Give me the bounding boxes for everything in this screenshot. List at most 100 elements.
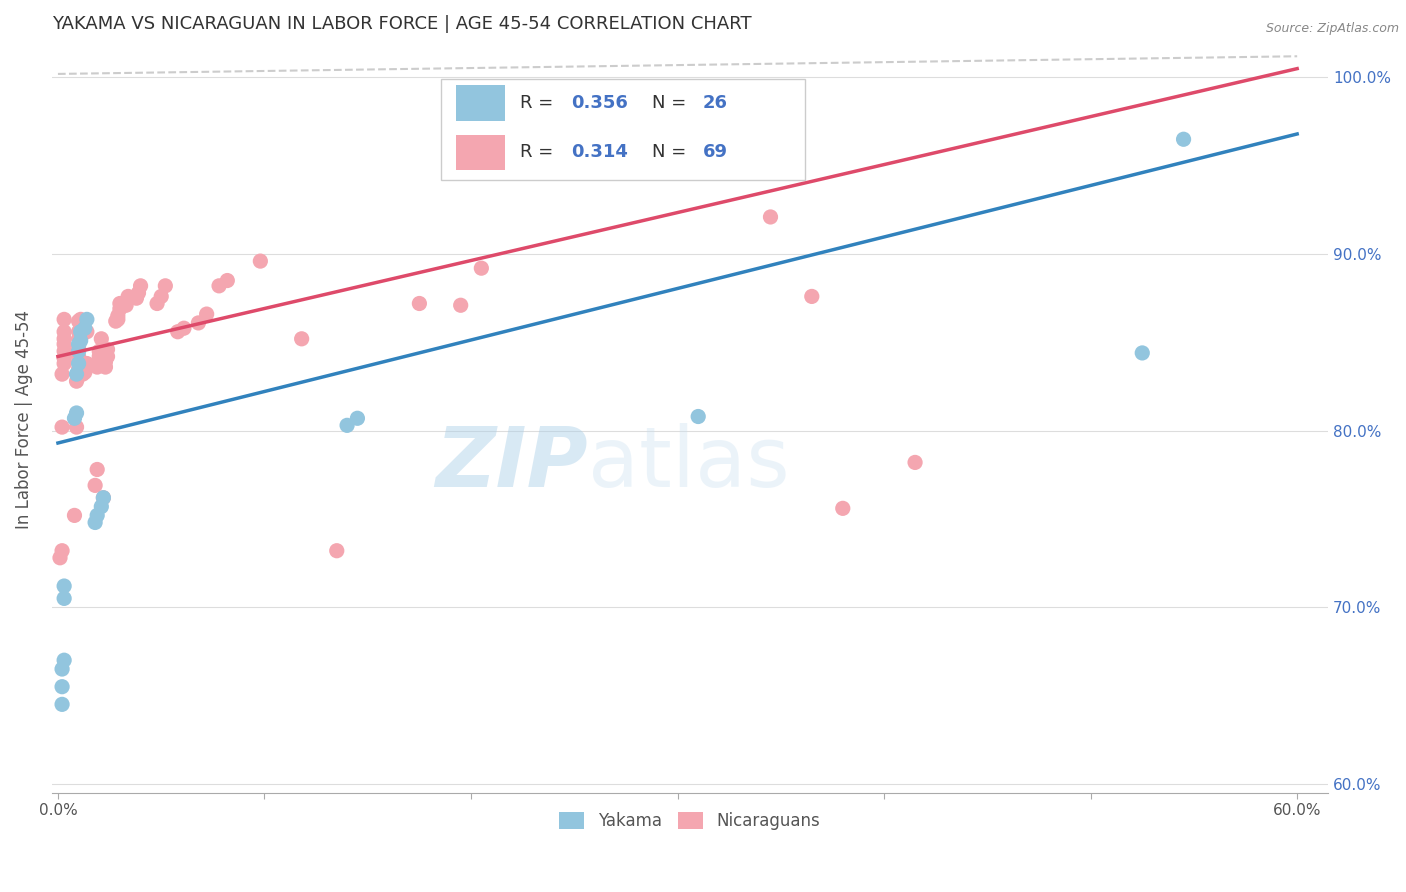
- Point: [53, 591, 76, 606]
- Point: [108, 301, 131, 316]
- Point: [759, 210, 782, 224]
- Point: [69, 325, 91, 339]
- Point: [115, 298, 138, 312]
- Point: [150, 289, 173, 303]
- Text: 26: 26: [703, 95, 728, 112]
- Point: [688, 409, 710, 424]
- Point: [51, 367, 73, 381]
- Point: [67, 355, 90, 369]
- Point: [90, 500, 112, 514]
- Point: [67, 314, 90, 328]
- Point: [51, 543, 73, 558]
- Point: [76, 312, 98, 326]
- Point: [53, 344, 76, 359]
- Point: [53, 579, 76, 593]
- Point: [90, 332, 112, 346]
- Text: R =: R =: [520, 144, 560, 161]
- Text: 0.356: 0.356: [571, 95, 628, 112]
- Point: [108, 296, 131, 310]
- Point: [1130, 346, 1153, 360]
- Text: N =: N =: [651, 144, 692, 161]
- Point: [53, 325, 76, 339]
- Y-axis label: In Labor Force | Age 45-54: In Labor Force | Age 45-54: [15, 310, 32, 529]
- Text: 69: 69: [703, 144, 728, 161]
- Point: [93, 491, 115, 505]
- Point: [67, 337, 90, 351]
- Point: [69, 312, 91, 326]
- Legend: Yakama, Nicaraguans: Yakama, Nicaraguans: [553, 805, 827, 837]
- Point: [86, 508, 108, 523]
- Point: [65, 374, 87, 388]
- Point: [128, 285, 150, 300]
- Text: Source: ZipAtlas.com: Source: ZipAtlas.com: [1265, 22, 1399, 36]
- Point: [129, 278, 152, 293]
- Point: [107, 312, 129, 326]
- Point: [65, 367, 87, 381]
- Point: [76, 357, 98, 371]
- Point: [94, 360, 117, 375]
- Point: [67, 332, 90, 346]
- Point: [89, 350, 111, 364]
- Point: [73, 365, 96, 379]
- Point: [69, 334, 91, 348]
- Point: [470, 261, 492, 276]
- Point: [73, 360, 96, 375]
- Point: [73, 321, 96, 335]
- Point: [86, 462, 108, 476]
- Point: [93, 491, 115, 505]
- Point: [155, 278, 177, 293]
- Point: [146, 296, 169, 310]
- Point: [904, 455, 927, 469]
- Point: [72, 367, 94, 381]
- Point: [51, 420, 73, 434]
- Point: [831, 501, 853, 516]
- Text: N =: N =: [651, 95, 692, 112]
- Point: [84, 516, 107, 530]
- Point: [96, 350, 118, 364]
- Point: [117, 289, 139, 303]
- Point: [53, 653, 76, 667]
- Point: [187, 316, 209, 330]
- Point: [291, 332, 314, 346]
- Point: [166, 325, 188, 339]
- Point: [195, 307, 218, 321]
- Point: [208, 278, 231, 293]
- Point: [450, 298, 472, 312]
- Point: [76, 325, 98, 339]
- Point: [63, 508, 86, 523]
- Point: [53, 351, 76, 366]
- Point: [1173, 132, 1195, 146]
- Point: [249, 254, 271, 268]
- Point: [800, 289, 823, 303]
- Point: [217, 274, 239, 288]
- Point: [65, 406, 87, 420]
- Point: [51, 662, 73, 676]
- Point: [125, 291, 148, 305]
- Point: [51, 698, 73, 712]
- Point: [53, 312, 76, 326]
- Point: [49, 550, 72, 565]
- Point: [89, 344, 111, 359]
- Point: [336, 418, 359, 433]
- Point: [86, 357, 108, 371]
- Text: ZIP: ZIP: [436, 424, 588, 505]
- Point: [84, 478, 107, 492]
- Point: [67, 325, 90, 339]
- Point: [53, 332, 76, 346]
- FancyBboxPatch shape: [441, 79, 804, 180]
- Point: [104, 314, 127, 328]
- Point: [86, 360, 108, 375]
- Point: [67, 339, 90, 353]
- Point: [326, 543, 349, 558]
- Point: [96, 343, 118, 357]
- Point: [67, 344, 90, 359]
- Point: [408, 296, 430, 310]
- Point: [63, 411, 86, 425]
- Text: R =: R =: [520, 95, 560, 112]
- Point: [65, 420, 87, 434]
- Point: [67, 350, 90, 364]
- Text: atlas: atlas: [588, 424, 790, 505]
- Point: [67, 361, 90, 376]
- Point: [173, 321, 195, 335]
- Text: YAKAMA VS NICARAGUAN IN LABOR FORCE | AGE 45-54 CORRELATION CHART: YAKAMA VS NICARAGUAN IN LABOR FORCE | AG…: [52, 15, 751, 33]
